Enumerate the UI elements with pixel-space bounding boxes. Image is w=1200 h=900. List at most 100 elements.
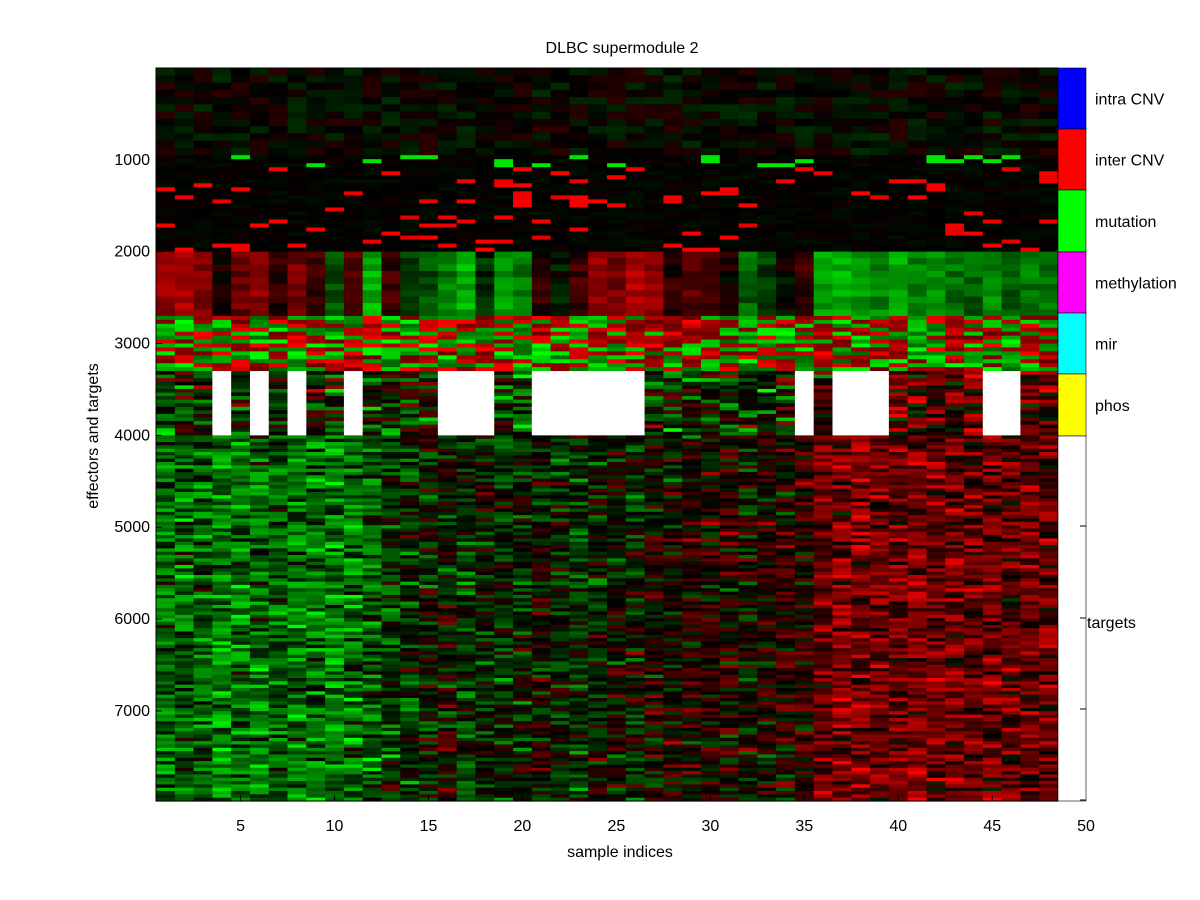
heatmap-cell [287, 118, 307, 127]
heatmap-cell [888, 431, 909, 436]
heatmap-cell [1001, 363, 1022, 368]
heatmap-cell [456, 351, 477, 356]
heatmap-cell [193, 219, 213, 225]
heatmap-cell [268, 251, 289, 259]
heatmap-cell [362, 118, 383, 127]
heatmap-cell [794, 191, 815, 196]
heatmap-cell [794, 388, 815, 394]
heatmap-cell [456, 159, 477, 164]
heatmap-cell [156, 331, 176, 337]
heatmap-cell [212, 538, 232, 543]
heatmap-cell [174, 634, 195, 639]
heatmap-cell [1039, 187, 1059, 192]
heatmap-cell [625, 159, 646, 164]
heatmap-cell [212, 388, 232, 394]
heatmap-cell [700, 75, 721, 84]
heatmap-cell [212, 694, 232, 699]
heatmap-cell [456, 215, 477, 221]
heatmap-cell [738, 264, 758, 272]
heatmap-cell [174, 498, 195, 503]
heatmap-cell [268, 568, 289, 573]
heatmap-cell [343, 491, 364, 496]
heatmap-cell [287, 555, 307, 559]
heatmap-cell [550, 399, 571, 404]
heatmap-cell [156, 296, 176, 304]
heatmap-cell [625, 403, 646, 408]
heatmap-cell [325, 75, 345, 84]
heatmap-cell [550, 367, 571, 372]
heatmap-cell [588, 319, 608, 325]
heatmap-cell [419, 363, 439, 368]
heatmap-cell [268, 558, 289, 563]
heatmap-cell [231, 319, 251, 325]
heatmap-cell [306, 634, 326, 639]
heatmap-cell [174, 435, 195, 440]
heatmap-cell [212, 97, 232, 105]
heatmap-cell [1001, 315, 1022, 321]
heatmap-cell [287, 508, 307, 513]
heatmap-cell [437, 421, 458, 426]
heatmap-cell [212, 461, 232, 466]
heatmap-cell [569, 207, 589, 213]
heatmap-cell [1020, 227, 1040, 233]
heatmap-cell [193, 381, 213, 386]
heatmap-cell [362, 471, 383, 476]
heatmap-cell [193, 515, 213, 520]
heatmap-cell [193, 687, 213, 692]
heatmap-cell [644, 323, 664, 329]
heatmap-cell [719, 219, 740, 225]
heatmap-cell [156, 231, 176, 237]
heatmap-cell [982, 133, 1003, 142]
heatmap-cell [437, 97, 458, 105]
heatmap-cell [362, 442, 383, 446]
heatmap-cell [419, 381, 439, 386]
heatmap-cell [193, 171, 213, 176]
heatmap-cell [945, 227, 965, 233]
heatmap-cell [663, 355, 683, 360]
heatmap-cell [644, 175, 664, 180]
heatmap-cell [1020, 428, 1040, 433]
heatmap-cell [419, 378, 439, 383]
heatmap-cell [607, 417, 627, 422]
heatmap-cell [381, 167, 401, 172]
heatmap-cell [156, 634, 176, 639]
heatmap-cell [231, 277, 251, 285]
heatmap-cell [513, 406, 533, 411]
heatmap-cell [513, 171, 533, 176]
heatmap-cell [550, 68, 571, 76]
heatmap-cell [306, 367, 326, 372]
heatmap-cell [249, 171, 270, 176]
heatmap-cell [287, 601, 307, 606]
heatmap-cell [174, 495, 195, 500]
heatmap-cell [174, 471, 195, 476]
heatmap-cell [268, 155, 289, 160]
heatmap-cell [325, 664, 345, 669]
heatmap-cell [926, 179, 946, 184]
heatmap-cell [870, 315, 890, 321]
heatmap-cell [156, 388, 176, 394]
heatmap-cell [212, 159, 232, 164]
heatmap-cell [268, 794, 289, 799]
heatmap-cell [945, 355, 965, 360]
heatmap-cell [982, 75, 1003, 84]
heatmap-cell [419, 371, 439, 376]
heatmap-cell [174, 191, 195, 196]
heatmap-cell [494, 68, 514, 76]
heatmap-cell [287, 133, 307, 142]
heatmap-cell [156, 744, 176, 749]
heatmap-cell [926, 277, 946, 285]
heatmap-cell [531, 374, 552, 379]
heatmap-cell [193, 351, 213, 356]
heatmap-cell [832, 327, 852, 333]
heatmap-cell [945, 403, 965, 408]
heatmap-cell [156, 701, 176, 706]
heatmap-cell [193, 399, 213, 404]
heatmap-cell [325, 611, 345, 616]
heatmap-cell [794, 239, 815, 245]
heatmap-cell [569, 239, 589, 245]
heatmap-cell [851, 319, 871, 325]
heatmap-cell [870, 104, 890, 113]
heatmap-cell [193, 641, 213, 646]
heatmap-cell [964, 147, 984, 156]
heatmap-cell [907, 399, 928, 404]
